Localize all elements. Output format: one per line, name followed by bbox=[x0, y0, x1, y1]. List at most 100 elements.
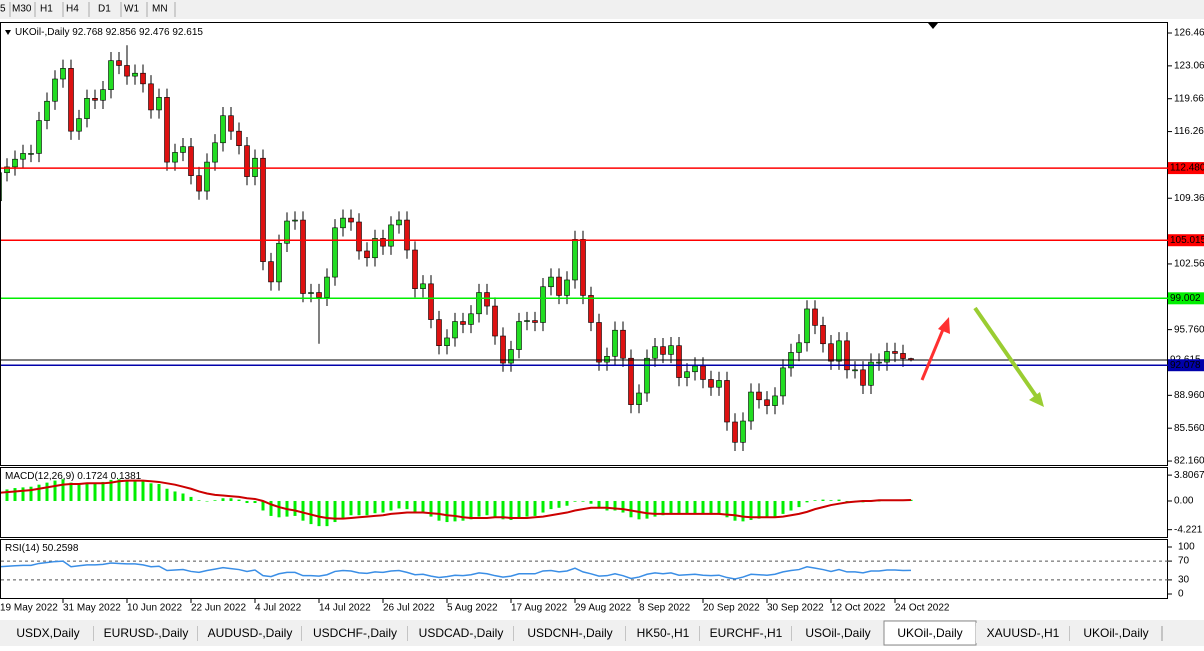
tab[interactable]: USDCNH-,Daily bbox=[514, 623, 627, 643]
candle-body bbox=[1, 172, 2, 202]
candle-body bbox=[68, 68, 74, 132]
macd-bar bbox=[597, 500, 601, 509]
y-tick-label: 123.060 bbox=[1174, 61, 1204, 72]
macd-bar bbox=[45, 482, 49, 501]
macd-tick-label: 3.8067 bbox=[1174, 470, 1204, 481]
macd-bar bbox=[77, 483, 81, 501]
macd-bar bbox=[413, 500, 417, 512]
tab-label[interactable]: EURUSD-,Daily bbox=[104, 626, 189, 640]
x-tick-label: 10 Jun 2022 bbox=[127, 603, 182, 614]
macd-bar bbox=[61, 479, 65, 501]
timeframe-button[interactable]: MN bbox=[152, 4, 168, 15]
macd-bar bbox=[645, 500, 649, 519]
macd-bar bbox=[781, 500, 785, 514]
tab-label[interactable]: UKOil-,Daily bbox=[897, 626, 962, 640]
tab-label[interactable]: USDCAD-,Daily bbox=[419, 626, 504, 640]
tab-background bbox=[302, 623, 408, 643]
candle-body bbox=[772, 395, 778, 406]
macd-bar bbox=[525, 500, 529, 517]
macd-bar bbox=[13, 488, 17, 501]
tab[interactable]: HK50-,H1 bbox=[626, 623, 701, 643]
x-tick-label: 31 May 2022 bbox=[63, 603, 121, 614]
y-tick-label: 116.260 bbox=[1174, 126, 1204, 137]
price-level-box bbox=[1168, 359, 1204, 372]
timeframe-button[interactable]: M30 bbox=[12, 4, 32, 15]
price-level-box bbox=[1168, 234, 1204, 247]
candle-body bbox=[364, 250, 370, 259]
macd-bar bbox=[613, 500, 617, 511]
tab-label[interactable]: UKOil-,Daily bbox=[1083, 626, 1148, 640]
tab-label[interactable]: USOil-,Daily bbox=[805, 626, 870, 640]
rsi-tick-label: 100 bbox=[1178, 542, 1195, 553]
tab-background bbox=[94, 623, 198, 643]
timeframe-bar: 5 M30 H1 H4 D1 W1 MN bbox=[0, 2, 176, 17]
tab[interactable]: UKOil-,Daily bbox=[883, 620, 977, 646]
tab[interactable]: EURUSD-,Daily bbox=[94, 623, 199, 643]
timeframe-button[interactable]: D1 bbox=[98, 4, 111, 15]
macd-bar bbox=[165, 488, 169, 501]
candle-body bbox=[220, 115, 226, 144]
tab-label[interactable]: USDX,Daily bbox=[16, 626, 79, 640]
header-marker bbox=[5, 30, 11, 35]
macd-bar bbox=[805, 500, 809, 503]
close-value: 92.615 bbox=[172, 27, 203, 38]
macd-bar bbox=[517, 500, 521, 518]
candle-body bbox=[404, 219, 410, 251]
tab-label[interactable]: HK50-,H1 bbox=[637, 626, 690, 640]
macd-tick-label: 0.00 bbox=[1174, 496, 1194, 507]
shift-marker bbox=[928, 23, 938, 29]
macd-bar bbox=[21, 487, 25, 501]
macd-bar bbox=[725, 500, 729, 518]
macd-bar bbox=[661, 500, 665, 516]
macd-bar bbox=[341, 500, 345, 518]
tab[interactable]: XAUUSD-,H1 bbox=[976, 623, 1071, 643]
x-tick-label: 12 Oct 2022 bbox=[831, 603, 886, 614]
tab[interactable]: USDX,Daily bbox=[2, 623, 95, 643]
timeframe-button[interactable]: H1 bbox=[40, 4, 53, 15]
candle-body bbox=[28, 153, 34, 155]
price-level-label: 105.015 bbox=[1170, 235, 1204, 246]
macd-bar bbox=[453, 500, 457, 522]
price-level-box bbox=[1168, 162, 1204, 175]
rsi-header: RSI(14) 50.2598 bbox=[5, 543, 79, 554]
candle-body bbox=[332, 227, 338, 278]
candle-body bbox=[732, 421, 738, 443]
timeframe-button[interactable]: W1 bbox=[124, 4, 139, 15]
macd-bar bbox=[29, 486, 33, 501]
tab-label[interactable]: EURCHF-,H1 bbox=[710, 626, 783, 640]
timeframe-button[interactable]: H4 bbox=[66, 4, 79, 15]
macd-bar bbox=[461, 500, 465, 521]
tab-label[interactable]: USDCHF-,Daily bbox=[313, 626, 397, 640]
tab-label[interactable]: USDCNH-,Daily bbox=[527, 626, 612, 640]
timeframe-button[interactable]: 5 bbox=[0, 4, 6, 15]
x-tick-label: 14 Jul 2022 bbox=[319, 603, 371, 614]
candle-body bbox=[244, 145, 250, 177]
macd-bar bbox=[757, 500, 761, 519]
candle-body bbox=[324, 276, 330, 298]
y-tick-label: 109.360 bbox=[1174, 193, 1204, 204]
price-level-box bbox=[1168, 292, 1204, 305]
candle-body bbox=[692, 365, 698, 373]
candle-body bbox=[708, 379, 714, 388]
candle-body bbox=[844, 340, 850, 371]
macd-bar bbox=[389, 500, 393, 511]
x-tick-label: 20 Sep 2022 bbox=[703, 603, 760, 614]
low-value: 92.476 bbox=[139, 27, 170, 38]
macd-bar bbox=[813, 500, 817, 501]
candle-body bbox=[764, 399, 770, 406]
candle-body bbox=[604, 356, 610, 363]
tab[interactable]: EURCHF-,H1 bbox=[700, 623, 793, 643]
candle-body bbox=[572, 239, 578, 281]
tab[interactable]: USDCHF-,Daily bbox=[302, 623, 409, 643]
tab-label[interactable]: AUDUSD-,Daily bbox=[208, 626, 293, 640]
tab[interactable]: UKOil-,Daily bbox=[1070, 623, 1163, 643]
macd-bar bbox=[469, 500, 473, 520]
tabs: USDX,Daily EURUSD-,Daily AUDUSD-,Daily USDC… bbox=[2, 620, 1163, 646]
tab[interactable]: USOil-,Daily bbox=[792, 623, 885, 643]
tab[interactable]: USDCAD-,Daily bbox=[408, 623, 515, 643]
tab[interactable]: AUDUSD-,Daily bbox=[198, 623, 303, 643]
tab-label[interactable]: XAUUSD-,H1 bbox=[987, 626, 1060, 640]
candle-body bbox=[532, 320, 538, 323]
candle-body bbox=[236, 130, 242, 146]
x-tick-label: 17 Aug 2022 bbox=[511, 603, 568, 614]
